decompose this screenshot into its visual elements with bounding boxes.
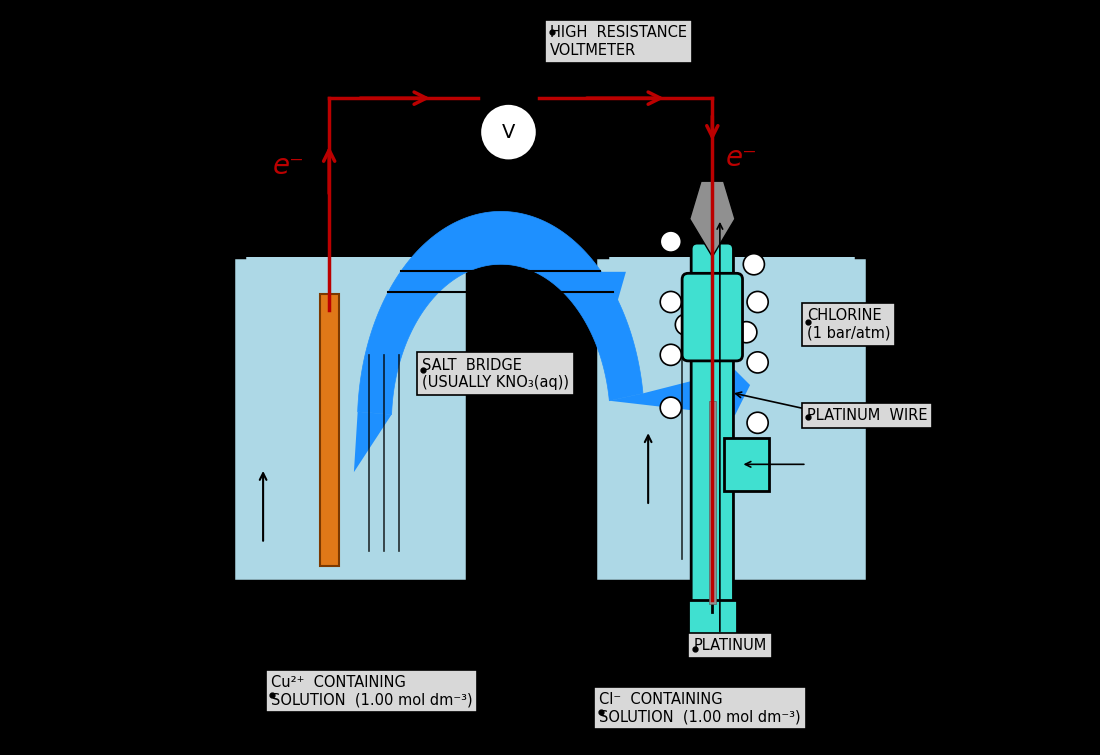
Circle shape (747, 352, 768, 373)
Bar (320, 294, 339, 566)
Polygon shape (609, 370, 750, 415)
Text: Cu²⁺  CONTAINING
SOLUTION  (1.00 mol dm⁻³): Cu²⁺ CONTAINING SOLUTION (1.00 mol dm⁻³) (271, 675, 472, 707)
Text: PLATINUM  WIRE: PLATINUM WIRE (806, 408, 927, 423)
Polygon shape (490, 226, 513, 264)
Bar (708, 400, 716, 604)
FancyBboxPatch shape (691, 243, 734, 625)
Polygon shape (354, 411, 392, 472)
Text: CHLORINE
(1 bar/atm): CHLORINE (1 bar/atm) (806, 309, 890, 341)
Bar (233, 257, 468, 581)
Polygon shape (596, 272, 626, 325)
Polygon shape (358, 211, 644, 414)
Bar (688, 600, 737, 642)
Circle shape (660, 231, 681, 252)
Circle shape (736, 322, 757, 343)
Text: e⁻: e⁻ (726, 144, 758, 172)
Circle shape (660, 344, 681, 365)
Circle shape (747, 412, 768, 433)
Text: e⁻: e⁻ (273, 152, 305, 180)
Bar (724, 438, 769, 491)
Circle shape (747, 291, 768, 313)
Text: V: V (502, 122, 515, 142)
Circle shape (660, 397, 681, 418)
FancyBboxPatch shape (682, 273, 742, 361)
Text: HIGH  RESISTANCE
VOLTMETER: HIGH RESISTANCE VOLTMETER (550, 26, 688, 57)
Circle shape (660, 291, 681, 313)
Text: SALT  BRIDGE
(USUALLY KNO₃(aq)): SALT BRIDGE (USUALLY KNO₃(aq)) (421, 358, 569, 390)
Text: PLATINUM: PLATINUM (693, 638, 767, 653)
Bar (595, 257, 867, 581)
Circle shape (675, 314, 696, 335)
Polygon shape (690, 181, 735, 257)
Circle shape (744, 254, 764, 275)
Text: Cl⁻  CONTAINING
SOLUTION  (1.00 mol dm⁻³): Cl⁻ CONTAINING SOLUTION (1.00 mol dm⁻³) (600, 692, 801, 724)
Circle shape (480, 103, 537, 161)
